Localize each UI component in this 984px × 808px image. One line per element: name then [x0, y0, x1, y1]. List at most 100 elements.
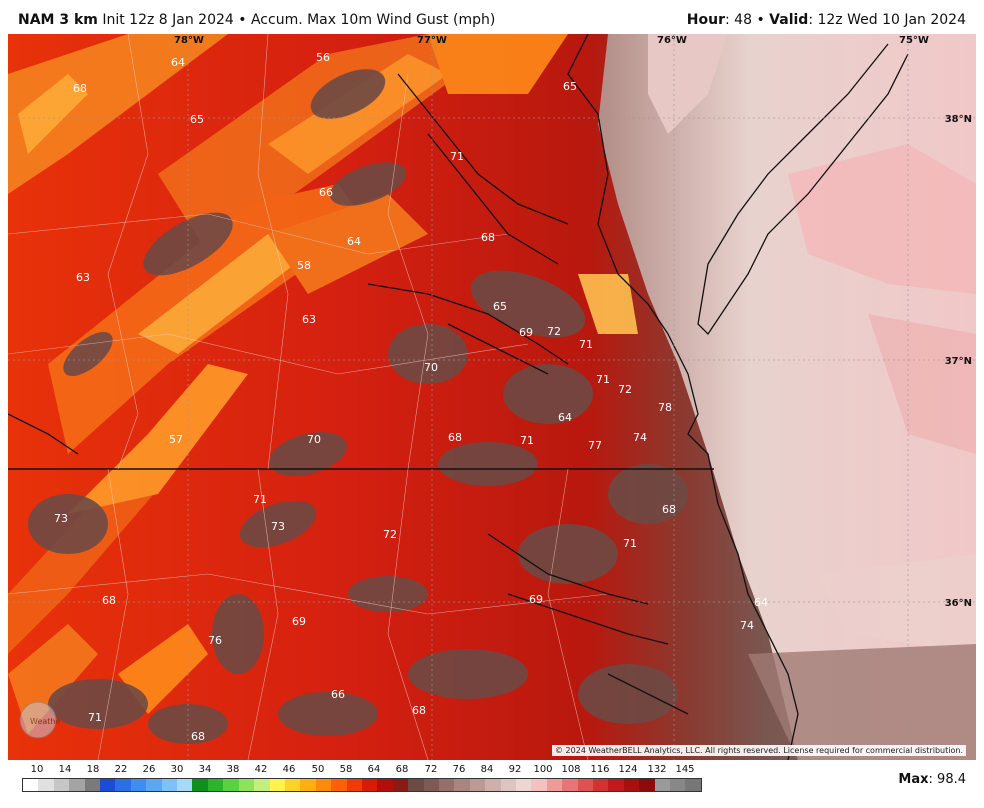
legend-swatch — [223, 779, 239, 791]
legend-swatch — [100, 779, 116, 791]
gust-value-label: 71 — [520, 434, 534, 447]
legend-swatch — [654, 779, 671, 791]
gust-value-label: 78 — [658, 401, 672, 414]
legend-ticks: 10 14 18 22 26 30 34 38 42 46 50 58 64 68 72 76 84 92 100 1… — [22, 764, 702, 776]
legend-tick-label: 30 — [170, 764, 184, 775]
legend-swatch — [423, 779, 439, 791]
valid-label: Valid — [769, 12, 809, 28]
legend-swatch — [146, 779, 162, 791]
legend-tick-label: 14 — [58, 764, 72, 775]
gust-value-label: 63 — [76, 271, 90, 284]
legend-swatch — [346, 779, 362, 791]
legend-color-bar — [22, 778, 702, 792]
gust-value-label: 65 — [493, 300, 507, 313]
header-valid: Hour: 48 • Valid: 12z Wed 10 Jan 2024 — [686, 12, 966, 28]
legend-swatch — [639, 779, 655, 791]
gust-value-label: 74 — [740, 619, 754, 632]
legend-swatch — [284, 779, 301, 791]
separator: • — [756, 12, 765, 28]
max-label: Max — [898, 772, 929, 787]
gust-value-label: 71 — [596, 373, 610, 386]
gust-value-label: 72 — [618, 383, 632, 396]
legend-swatch — [562, 779, 578, 791]
model-name: NAM 3 km — [18, 12, 98, 28]
legend-tick-label: 76 — [452, 764, 466, 775]
legend-swatch — [438, 779, 455, 791]
legend-swatch — [53, 779, 70, 791]
legend-swatch — [531, 779, 547, 791]
legend-swatch — [84, 779, 101, 791]
separator: • — [238, 12, 247, 28]
gust-value-label: 71 — [88, 711, 102, 724]
legend-tick-label: 100 — [533, 764, 553, 775]
legend-swatch — [177, 779, 193, 791]
legend-swatch — [485, 779, 501, 791]
gust-value-label: 73 — [271, 520, 285, 533]
gust-value-label: 72 — [547, 325, 561, 338]
longitude-label: 75°W — [899, 35, 929, 46]
latitude-label: 36°N — [945, 598, 972, 609]
legend-tick-label: 10 — [30, 764, 44, 775]
legend-tick-label: 18 — [86, 764, 100, 775]
gust-value-label: 66 — [319, 186, 333, 199]
gust-value-label: 68 — [191, 730, 205, 743]
gust-value-label: 70 — [307, 433, 321, 446]
legend-tick-label: 132 — [647, 764, 667, 775]
color-legend: 10 14 18 22 26 30 34 38 42 46 50 58 64 68 72 76 84 92 100 1… — [22, 762, 702, 796]
gust-value-label: 71 — [579, 338, 593, 351]
legend-tick-label: 22 — [114, 764, 128, 775]
gust-value-label: 64 — [754, 596, 768, 609]
init-time: Init 12z 8 Jan 2024 — [102, 12, 234, 28]
max-value: 98.4 — [937, 772, 966, 787]
gust-value-label: 68 — [448, 431, 462, 444]
weatherbell-logo: Weathe — [19, 701, 60, 739]
legend-swatch — [392, 779, 409, 791]
longitude-label: 76°W — [657, 35, 687, 46]
legend-swatch — [300, 779, 316, 791]
max-value-box: Max: 98.4 — [898, 772, 966, 787]
legend-tick-label: 92 — [508, 764, 522, 775]
legend-tick-label: 116 — [590, 764, 610, 775]
gust-value-label: 68 — [481, 231, 495, 244]
gust-value-label: 70 — [424, 361, 438, 374]
legend-swatch — [454, 779, 470, 791]
legend-tick-label: 46 — [282, 764, 296, 775]
legend-swatch — [38, 779, 54, 791]
gust-value-label: 74 — [633, 431, 647, 444]
legend-swatch — [685, 779, 701, 791]
gust-value-label: 56 — [316, 51, 330, 64]
gust-value-label: 64 — [558, 411, 572, 424]
gust-value-label: 73 — [54, 512, 68, 525]
legend-tick-label: 84 — [480, 764, 494, 775]
legend-swatch — [207, 779, 224, 791]
legend-swatch — [577, 779, 594, 791]
legend-tick-label: 72 — [424, 764, 438, 775]
gust-value-label: 71 — [450, 150, 464, 163]
legend-swatch — [331, 779, 347, 791]
legend-tick-label: 50 — [311, 764, 325, 775]
latitude-label: 38°N — [945, 114, 972, 125]
gust-value-label: 65 — [563, 80, 577, 93]
gust-value-label: 63 — [302, 313, 316, 326]
gust-value-label: 77 — [588, 439, 602, 452]
gust-value-label: 64 — [171, 56, 185, 69]
gust-value-label: 64 — [347, 235, 361, 248]
header: NAM 3 km Init 12z 8 Jan 2024 • Accum. Ma… — [0, 0, 984, 34]
legend-swatch — [115, 779, 131, 791]
legend-swatch — [23, 779, 39, 791]
legend-swatch — [516, 779, 532, 791]
longitude-label: 77°W — [417, 35, 447, 46]
latitude-label: 37°N — [945, 356, 972, 367]
legend-tick-label: 26 — [142, 764, 156, 775]
legend-swatch — [670, 779, 686, 791]
legend-swatch — [469, 779, 486, 791]
gust-value-label: 65 — [190, 113, 204, 126]
legend-swatch — [161, 779, 178, 791]
legend-swatch — [315, 779, 332, 791]
product-name: Accum. Max 10m Wind Gust (mph) — [250, 12, 496, 28]
gust-value-label: 69 — [529, 593, 543, 606]
legend-swatch — [377, 779, 393, 791]
gust-value-label: 66 — [331, 688, 345, 701]
gust-value-label: 68 — [662, 503, 676, 516]
legend-swatch — [130, 779, 147, 791]
